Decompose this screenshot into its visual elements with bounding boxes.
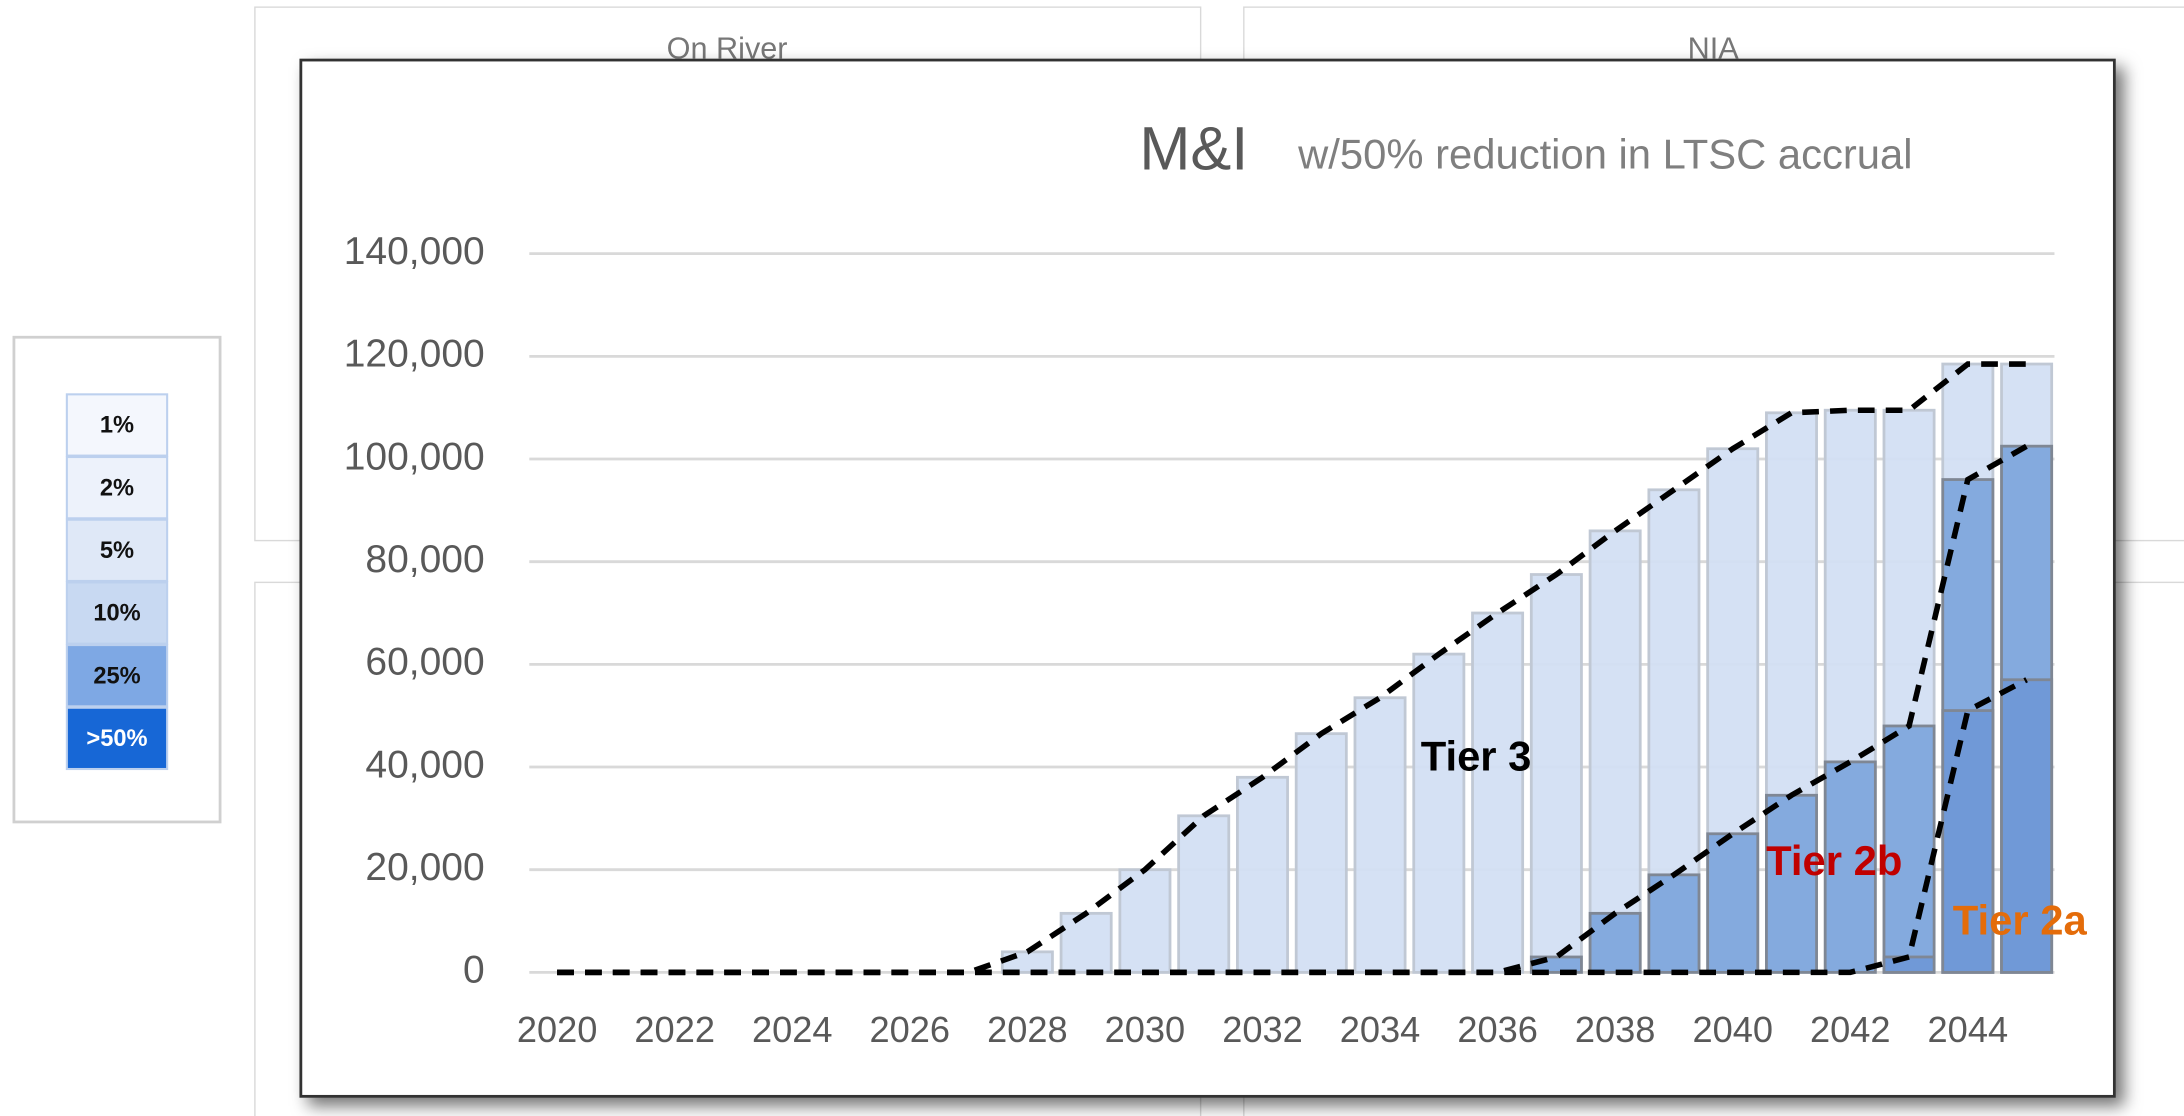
y-tick-label: 60,000 [365, 641, 484, 684]
legend-swatch [65, 455, 169, 520]
legend-label: 2% [100, 475, 134, 501]
series-label: Tier 3 [1421, 732, 1532, 779]
legend-swatch [65, 706, 169, 771]
y-tick-label: 100,000 [344, 435, 485, 478]
legend-label: 25% [93, 663, 140, 689]
bar [1529, 573, 1583, 974]
legend-swatch [65, 581, 169, 645]
y-tick-label: 120,000 [344, 333, 485, 376]
x-tick-label: 2026 [870, 1009, 951, 1050]
bar [1236, 775, 1289, 974]
x-tick-label: 2044 [1928, 1009, 2009, 1050]
x-tick-label: 2022 [634, 1009, 715, 1050]
bar [1059, 911, 1113, 974]
series-label: Tier 2a [1953, 897, 2088, 944]
y-tick-label: 0 [463, 949, 485, 992]
y-tick-label: 80,000 [365, 538, 484, 581]
chart-subtitle: w/50% reduction in LTSC accrual [1297, 131, 1912, 178]
x-tick-label: 2024 [752, 1009, 833, 1050]
x-tick-label: 2032 [1222, 1009, 1303, 1050]
y-tick-label: 40,000 [365, 743, 484, 786]
x-tick-label: 2040 [1692, 1009, 1773, 1050]
bar [1412, 652, 1466, 974]
level-line [557, 677, 2028, 976]
bar [1000, 950, 1054, 974]
legend-label: 10% [93, 601, 140, 627]
x-tick-label: 2028 [987, 1009, 1068, 1050]
legend-label: 5% [100, 538, 134, 564]
bar [1294, 732, 1348, 974]
legend-scale: 1% 2% 5% 10% 25% >50% [65, 393, 169, 771]
x-tick-label: 2020 [517, 1009, 598, 1050]
y-tick-label: 20,000 [365, 846, 484, 889]
x-tick-label: 2036 [1457, 1009, 1538, 1050]
plot: 0 20,000 40,000 60,000 80,000 100,000 120,000 1… [344, 230, 2088, 1050]
level-line [557, 361, 2027, 976]
bar [1471, 611, 1525, 974]
bar [1823, 760, 1877, 974]
bar [1353, 696, 1407, 974]
legend-label: 1% [100, 413, 134, 439]
legend-swatch [65, 393, 169, 457]
bar [1177, 814, 1231, 974]
series-label: Tier 2b [1766, 837, 1902, 884]
x-tick-label: 2042 [1810, 1009, 1891, 1050]
bar [1882, 724, 1936, 974]
x-tick-label: 2038 [1575, 1009, 1656, 1050]
chart-title: M&I [1139, 115, 1248, 183]
bar [1765, 793, 1818, 974]
legend-label: >50% [86, 726, 147, 752]
legend-swatch [65, 518, 169, 583]
bar [2000, 678, 2054, 974]
x-tick-label: 2030 [1105, 1009, 1186, 1050]
y-tick-label: 140,000 [344, 230, 485, 273]
bar [1706, 832, 1760, 974]
bar [1588, 911, 1642, 974]
legend-swatch [65, 644, 169, 708]
x-tick-label: 2034 [1340, 1009, 1421, 1050]
bar [1588, 529, 1642, 974]
bar [1941, 709, 1995, 974]
